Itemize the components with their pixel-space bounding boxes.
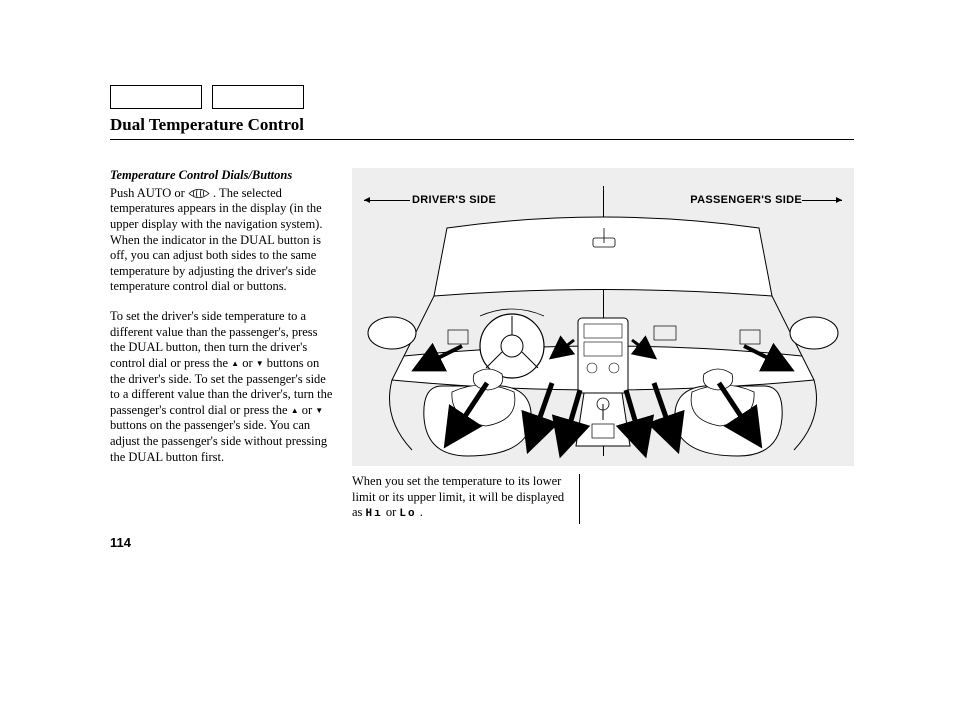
subheading: Temperature Control Dials/Buttons: [110, 168, 334, 184]
down-triangle-icon: ▼: [256, 359, 264, 368]
lo-display-icon: Lo: [399, 508, 416, 520]
note-end: .: [417, 505, 423, 519]
para1-a: Push AUTO or: [110, 186, 188, 200]
note-or: or: [383, 505, 400, 519]
down-triangle-icon-2: ▼: [315, 406, 323, 415]
hi-display-icon: Hı: [366, 508, 383, 520]
paragraph-1: Push AUTO or . The selected temperatures…: [110, 186, 334, 295]
left-column: Temperature Control Dials/Buttons Push A…: [110, 168, 334, 479]
para2-e: buttons on the passenger's side. You can…: [110, 418, 327, 463]
para2-d: or: [299, 403, 316, 417]
up-triangle-icon-2: ▲: [291, 406, 299, 415]
section-title: Dual Temperature Control: [110, 115, 854, 140]
page-number: 114: [110, 535, 131, 550]
right-column: DRIVER'S SIDE PASSENGER'S SIDE: [352, 168, 854, 524]
header-link-boxes: [110, 85, 854, 109]
header-box-2: [212, 85, 304, 109]
interior-diagram: DRIVER'S SIDE PASSENGER'S SIDE: [352, 168, 854, 466]
manual-page: Dual Temperature Control Temperature Con…: [0, 0, 954, 710]
up-triangle-icon: ▲: [231, 359, 239, 368]
para1-b: . The selected temperatures appears in t…: [110, 186, 322, 294]
below-diagram-note: When you set the temperature to its lowe…: [352, 474, 580, 524]
header-box-1: [110, 85, 202, 109]
para2-b: or: [239, 356, 256, 370]
defrost-icon: [188, 186, 210, 200]
paragraph-2: To set the driver's side temperature to …: [110, 309, 334, 465]
dashboard-svg: [352, 168, 854, 466]
content-row: Temperature Control Dials/Buttons Push A…: [110, 168, 854, 524]
